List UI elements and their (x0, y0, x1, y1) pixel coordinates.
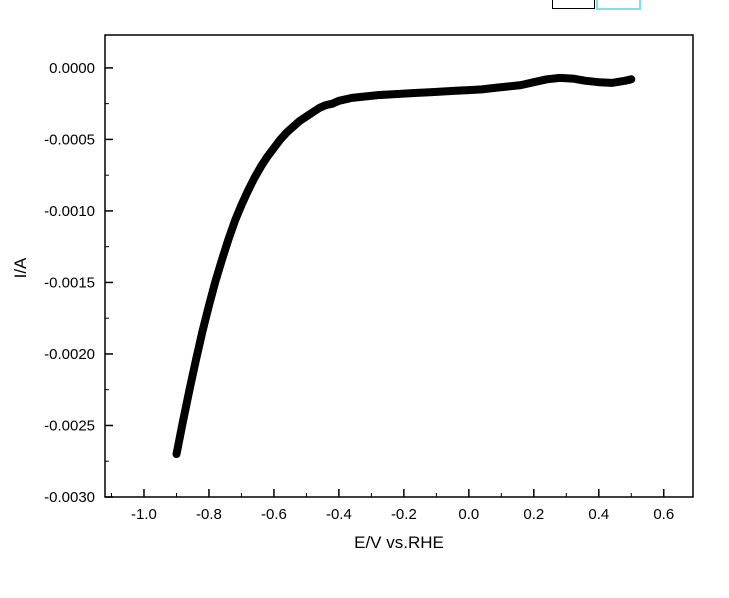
x-axis-title: E/V vs.RHE (354, 533, 444, 552)
plot-frame (104, 34, 694, 498)
y-tick-label: -0.0030 (44, 489, 95, 506)
x-tick-label: 0.4 (588, 506, 609, 523)
x-tick-label: -0.2 (391, 506, 417, 523)
x-tick-label: 0.0 (458, 506, 479, 523)
y-axis-title: I/A (11, 257, 30, 279)
x-tick-label: -0.4 (326, 506, 352, 523)
x-tick-label: -1.0 (131, 506, 157, 523)
cropped-legend-box-highlighted (596, 0, 641, 10)
cropped-legend-box (552, 0, 595, 9)
y-tick-label: -0.0015 (44, 274, 95, 291)
x-tick-label: -0.8 (196, 506, 222, 523)
y-tick-label: -0.0005 (44, 131, 95, 148)
x-tick-label: 0.6 (653, 506, 674, 523)
x-tick-label: -0.6 (261, 506, 287, 523)
x-tick-label: 0.2 (523, 506, 544, 523)
y-tick-label: -0.0020 (44, 346, 95, 363)
y-tick-label: -0.0025 (44, 417, 95, 434)
series-polarization-curve (172, 73, 636, 459)
y-tick-label: 0.0000 (49, 60, 95, 77)
y-tick-label: -0.0010 (44, 203, 95, 220)
